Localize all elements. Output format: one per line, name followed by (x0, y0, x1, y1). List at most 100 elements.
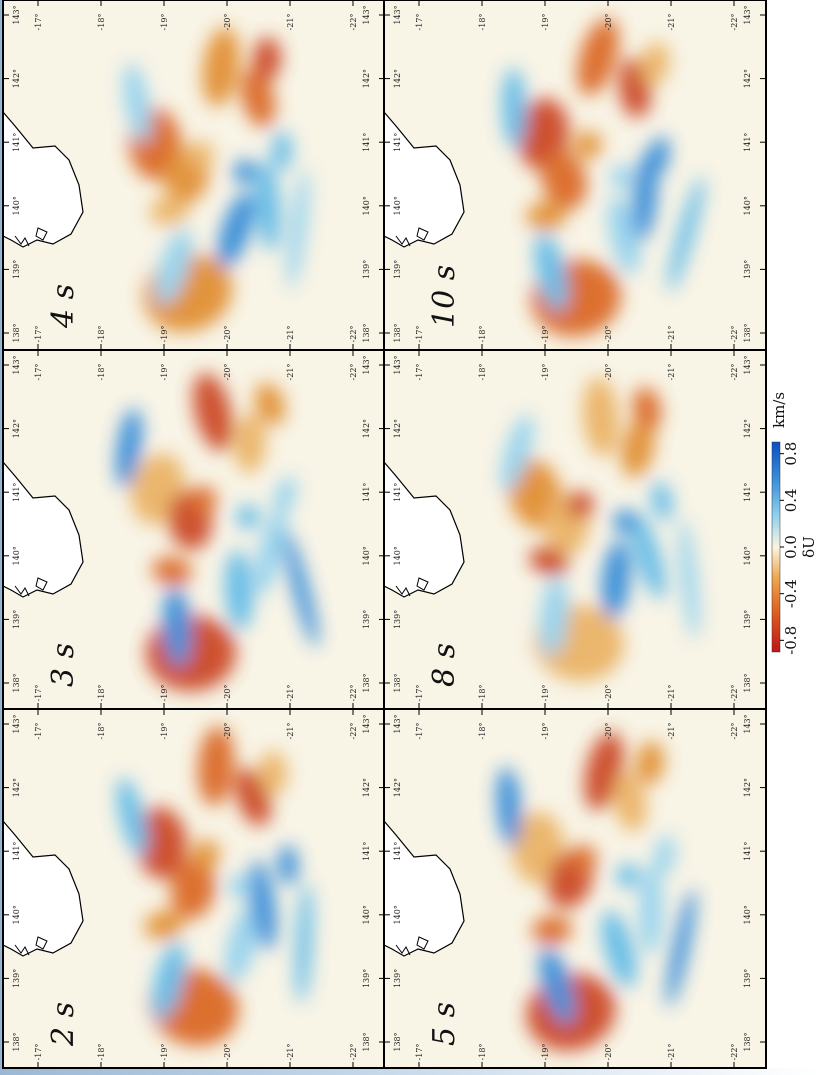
lon-tick-label: 143° (393, 5, 402, 24)
coastline (2, 460, 84, 598)
anomalies (123, 27, 309, 332)
lon-tick-label: 138° (743, 1032, 752, 1051)
lat-tick-label: -19° (541, 364, 550, 381)
anomaly-blob (651, 481, 673, 521)
lat-tick-label: -20° (604, 326, 613, 343)
anomaly-blob (162, 587, 192, 667)
lat-tick-label: -21° (667, 326, 676, 343)
lat-tick-label: -17° (34, 1044, 43, 1061)
lon-tick-label: 141° (393, 133, 402, 152)
colorbar-tick-label: -0.8 (782, 626, 800, 655)
lat-tick-label: -20° (223, 14, 232, 31)
lat-tick-label: -20° (604, 685, 613, 702)
anomaly-blob (630, 512, 666, 600)
lon-tick-label: 139° (12, 260, 21, 279)
lon-tick-label: 140° (743, 546, 752, 565)
anomaly-blob (621, 418, 655, 478)
lat-tick-label: -20° (223, 1044, 232, 1061)
lon-tick-label: 143° (743, 5, 752, 24)
lat-tick-label: -21° (667, 723, 676, 740)
panel-label: 10 s (427, 265, 462, 328)
lon-tick-label: 142° (743, 778, 752, 797)
lat-tick-label: -18° (478, 1044, 487, 1061)
anomaly-blob (224, 905, 260, 983)
lon-tick-label: 142° (743, 419, 752, 438)
lon-tick-label: 140° (743, 196, 752, 215)
lat-tick-label: -18° (478, 685, 487, 702)
lat-tick-label: -22° (730, 723, 739, 740)
lon-tick-label: 139° (393, 969, 402, 988)
anomaly-blob (186, 141, 214, 169)
lon-tick-label: 141° (393, 483, 402, 502)
anomaly-blob (574, 131, 602, 159)
lon-tick-label: 140° (362, 546, 371, 565)
panel-label: 2 s (46, 1002, 81, 1047)
lon-tick-label: 140° (393, 546, 402, 565)
lat-tick-label: -21° (286, 1044, 295, 1061)
lon-tick-label: 139° (12, 610, 21, 629)
anomaly-blob (541, 150, 587, 210)
anomaly-blob (500, 414, 534, 492)
anomaly-blob (197, 726, 235, 806)
lat-tick-label: -22° (349, 723, 358, 740)
lat-tick-label: -17° (415, 326, 424, 343)
coastline-fragment (395, 235, 411, 247)
lon-tick-label: 140° (743, 905, 752, 924)
lat-tick-label: -20° (223, 685, 232, 702)
anomaly-blob (532, 915, 572, 945)
lon-tick-label: 140° (12, 546, 21, 565)
lat-tick-label: -19° (160, 14, 169, 31)
lat-tick-label: -22° (730, 685, 739, 702)
anomaly-blob (613, 772, 647, 832)
coastline-fragment (14, 944, 30, 956)
lon-tick-label: 139° (393, 610, 402, 629)
lon-tick-label: 142° (743, 69, 752, 88)
lon-tick-label: 141° (362, 483, 371, 502)
anomaly-blob (640, 42, 670, 86)
map-panel: 138° 138° 139° 139° 140° 140° 141° 141° 142° 142°… (383, 708, 767, 1069)
anomaly-blob (233, 413, 267, 473)
anomalies (500, 377, 700, 682)
anomaly-blob (582, 377, 620, 457)
anomaly-blob (638, 865, 664, 955)
anomaly-blob (654, 835, 676, 875)
lat-tick-label: -22° (349, 364, 358, 381)
anomaly-blob (678, 519, 700, 639)
lon-tick-label: 141° (743, 842, 752, 861)
anomaly-blob (134, 807, 188, 879)
lon-tick-label: 141° (743, 483, 752, 502)
lat-tick-label: -22° (349, 685, 358, 702)
lat-tick-label: -18° (97, 723, 106, 740)
anomaly-blob (217, 191, 255, 269)
lat-tick-label: -18° (97, 1044, 106, 1061)
lon-tick-label: 142° (393, 778, 402, 797)
anomaly-blob (277, 845, 299, 885)
anomaly-blob (170, 859, 216, 919)
lat-tick-label: -21° (286, 364, 295, 381)
map-panel: 138° 138° 139° 139° 140° 140° 141° 141° 142° 142°… (2, 0, 386, 351)
anomalies (115, 372, 319, 692)
lon-tick-label: 138° (362, 673, 371, 692)
anomaly-blob (566, 491, 594, 519)
lat-tick-label: -19° (541, 326, 550, 343)
lat-tick-label: -20° (223, 723, 232, 740)
lon-tick-label: 143° (393, 714, 402, 733)
lon-tick-label: 139° (743, 260, 752, 279)
coastline-fragment (14, 235, 30, 247)
anomaly-blob (252, 37, 282, 81)
lat-tick-label: -21° (667, 14, 676, 31)
lat-tick-label: -19° (541, 14, 550, 31)
coastline-fragment (395, 585, 411, 597)
lat-tick-label: -21° (286, 14, 295, 31)
anomaly-blob (116, 778, 148, 856)
lon-tick-label: 138° (12, 673, 21, 692)
lon-tick-label: 143° (743, 714, 752, 733)
lat-tick-label: -20° (604, 14, 613, 31)
lat-tick-label: -17° (34, 326, 43, 343)
anomaly-blob (273, 476, 297, 516)
lat-tick-label: -18° (478, 326, 487, 343)
lon-tick-label: 140° (12, 196, 21, 215)
lat-tick-label: -18° (97, 364, 106, 381)
lat-tick-label: -18° (97, 14, 106, 31)
lat-tick-label: -18° (97, 685, 106, 702)
